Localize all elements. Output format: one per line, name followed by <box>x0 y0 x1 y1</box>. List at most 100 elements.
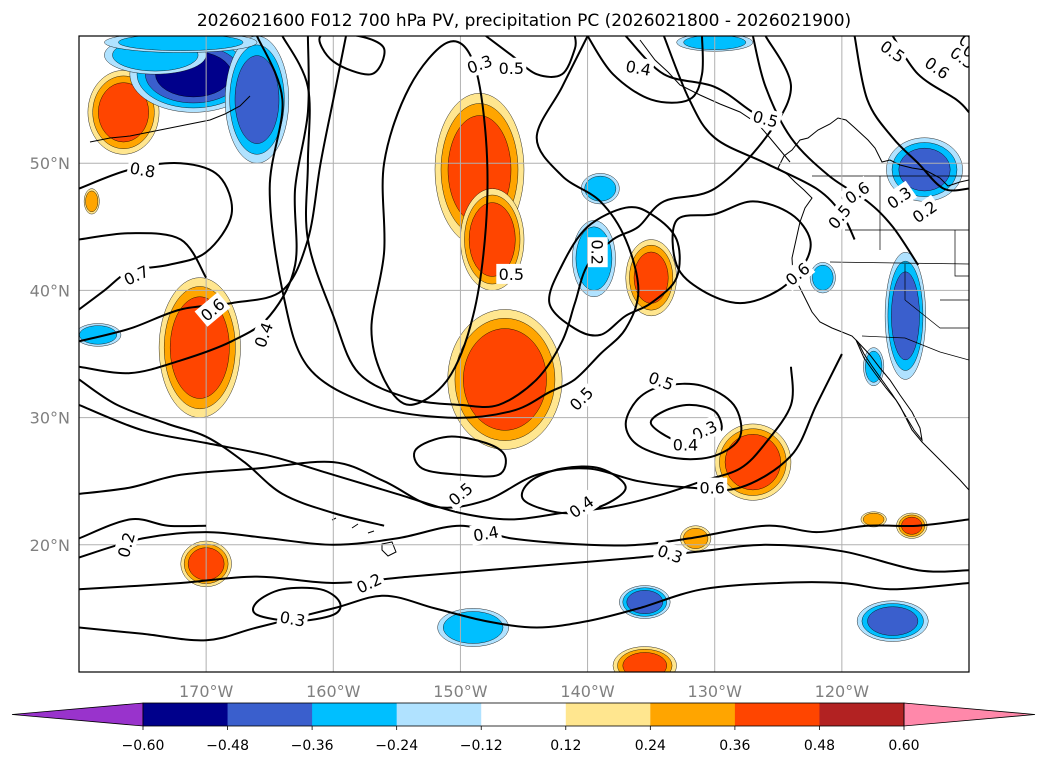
precip-blob <box>619 585 671 619</box>
aleutian-chain <box>89 95 251 143</box>
colorbar-cell <box>396 703 482 726</box>
colorbar-tick-label: 0.12 <box>550 738 581 754</box>
precip-level-fill <box>633 251 669 304</box>
precip-blob <box>158 277 241 418</box>
pv-contour-line <box>79 581 969 642</box>
colorbar-tick-label: 0.60 <box>888 738 919 754</box>
pv-contour-line <box>548 206 681 337</box>
contour-label-background <box>194 292 231 327</box>
colorbar-cell <box>819 703 905 726</box>
contour-label-background <box>118 259 155 291</box>
precip-blob <box>884 252 926 380</box>
contour-label-text: 0.4 <box>624 57 652 80</box>
colorbar-cell <box>312 703 398 726</box>
pv-contour-line <box>79 518 969 559</box>
colorbar-tick-label: −0.48 <box>206 738 249 754</box>
precip-level-fill <box>118 36 244 51</box>
map-frame <box>78 35 970 673</box>
colorbar-tick-label: −0.60 <box>122 738 165 754</box>
contour-label-text: 0.3 <box>278 608 306 631</box>
contour-label-background <box>469 520 503 546</box>
contour-label-background <box>442 476 479 512</box>
lat-lon-grid <box>79 36 969 672</box>
precip-blob <box>856 600 929 642</box>
contour-label-text: 0.5 <box>499 59 524 78</box>
contour-label-background <box>461 49 498 79</box>
contour-label-background <box>881 180 918 215</box>
contour-label-background <box>697 477 728 498</box>
pv-contour-line <box>586 36 704 104</box>
contour-label-background <box>351 567 387 599</box>
precip-blob <box>860 511 887 528</box>
alaska-panhandle-coastline <box>639 39 791 163</box>
map-panel: 0.80.70.60.40.50.3 0.40.50.20.60.50.50.30… <box>78 35 970 673</box>
colorbar-tick-label: 0.24 <box>635 738 666 754</box>
colorbar-cell <box>481 703 567 726</box>
colorbar-tick-label: −0.24 <box>375 738 418 754</box>
precip-level-fill <box>443 611 504 644</box>
colorbar-frame <box>142 702 905 727</box>
colorbar-cell <box>227 703 313 726</box>
contour-label-text: 0.8 <box>128 159 156 182</box>
pv-contour-line <box>79 543 969 591</box>
contour-label-background <box>563 380 599 417</box>
contour-label-background <box>670 434 701 455</box>
precip-level-fill <box>891 271 920 361</box>
precip-level-fill <box>234 55 280 144</box>
precip-level-fill <box>867 606 919 636</box>
precip-level-fill <box>812 264 834 291</box>
lon-tick-label: 150°W <box>433 682 488 701</box>
pv-contour-line <box>520 465 627 515</box>
lat-tick-label: 40°N <box>30 281 70 300</box>
precip-level-fill <box>863 512 885 526</box>
colorbar-cell <box>143 703 229 726</box>
hawaii-islands <box>331 517 397 557</box>
precip-blob <box>625 239 677 317</box>
pv-contour-line <box>256 36 640 419</box>
colorbar: −0.60 −0.48 −0.36 −0.24 −0.12 0.12 0.24 0.36 0.4… <box>11 702 1036 754</box>
pv-contour-line <box>485 36 577 78</box>
latitude-tick-labels: 20°N 30°N 40°N 50°N <box>30 154 70 555</box>
contour-label: 0.5 <box>496 263 527 284</box>
precip-blob <box>580 173 620 205</box>
contour-label-background <box>906 194 943 229</box>
pv-contour-line <box>79 378 385 527</box>
contour-label-background <box>957 38 969 72</box>
precip-blob <box>437 608 509 647</box>
contour-label-background <box>563 489 600 524</box>
precip-level-fill <box>626 590 663 614</box>
colorbar-tick-label: 0.48 <box>804 738 835 754</box>
precip-level-fill <box>584 175 617 202</box>
pv-contour-line <box>79 36 347 343</box>
colorbar-cell <box>565 703 651 726</box>
contour-label: 0.6 <box>697 477 728 498</box>
lon-tick-label: 120°W <box>815 682 870 701</box>
contour-label-text: 0.4 <box>673 435 698 454</box>
precip-blob <box>225 36 289 164</box>
lon-tick-label: 130°W <box>688 682 743 701</box>
contour-label-background <box>248 317 278 353</box>
colorbar-tick-label: 0.36 <box>719 738 750 754</box>
contour-label: 0.2 <box>587 237 608 268</box>
lat-tick-label: 20°N <box>30 536 70 555</box>
coastline-layer <box>89 39 969 557</box>
pv-contour-line <box>624 382 743 461</box>
colorbar-extend-high <box>903 702 1036 727</box>
precip-level-fill <box>468 202 516 277</box>
pv-contour-line <box>79 353 843 509</box>
chart-title: 2026021600 F012 700 hPa PV, precipitatio… <box>197 11 851 31</box>
contour-label-text: 0.5 <box>499 265 524 284</box>
contour-label-background <box>643 366 679 396</box>
lat-tick-label: 50°N <box>30 154 70 173</box>
precip-blob <box>714 423 792 501</box>
contour-label-background <box>621 55 655 81</box>
precip-blob <box>104 36 258 53</box>
pv-contour-line <box>79 232 207 279</box>
colorbar-tick-label: −0.36 <box>291 738 334 754</box>
contour-label-text: 0.2 <box>588 239 607 264</box>
colorbar-tick-label: −0.12 <box>460 738 503 754</box>
precip-level-fill <box>463 328 547 431</box>
precip-level-fill <box>622 652 667 672</box>
pv-contour-line <box>853 36 969 192</box>
